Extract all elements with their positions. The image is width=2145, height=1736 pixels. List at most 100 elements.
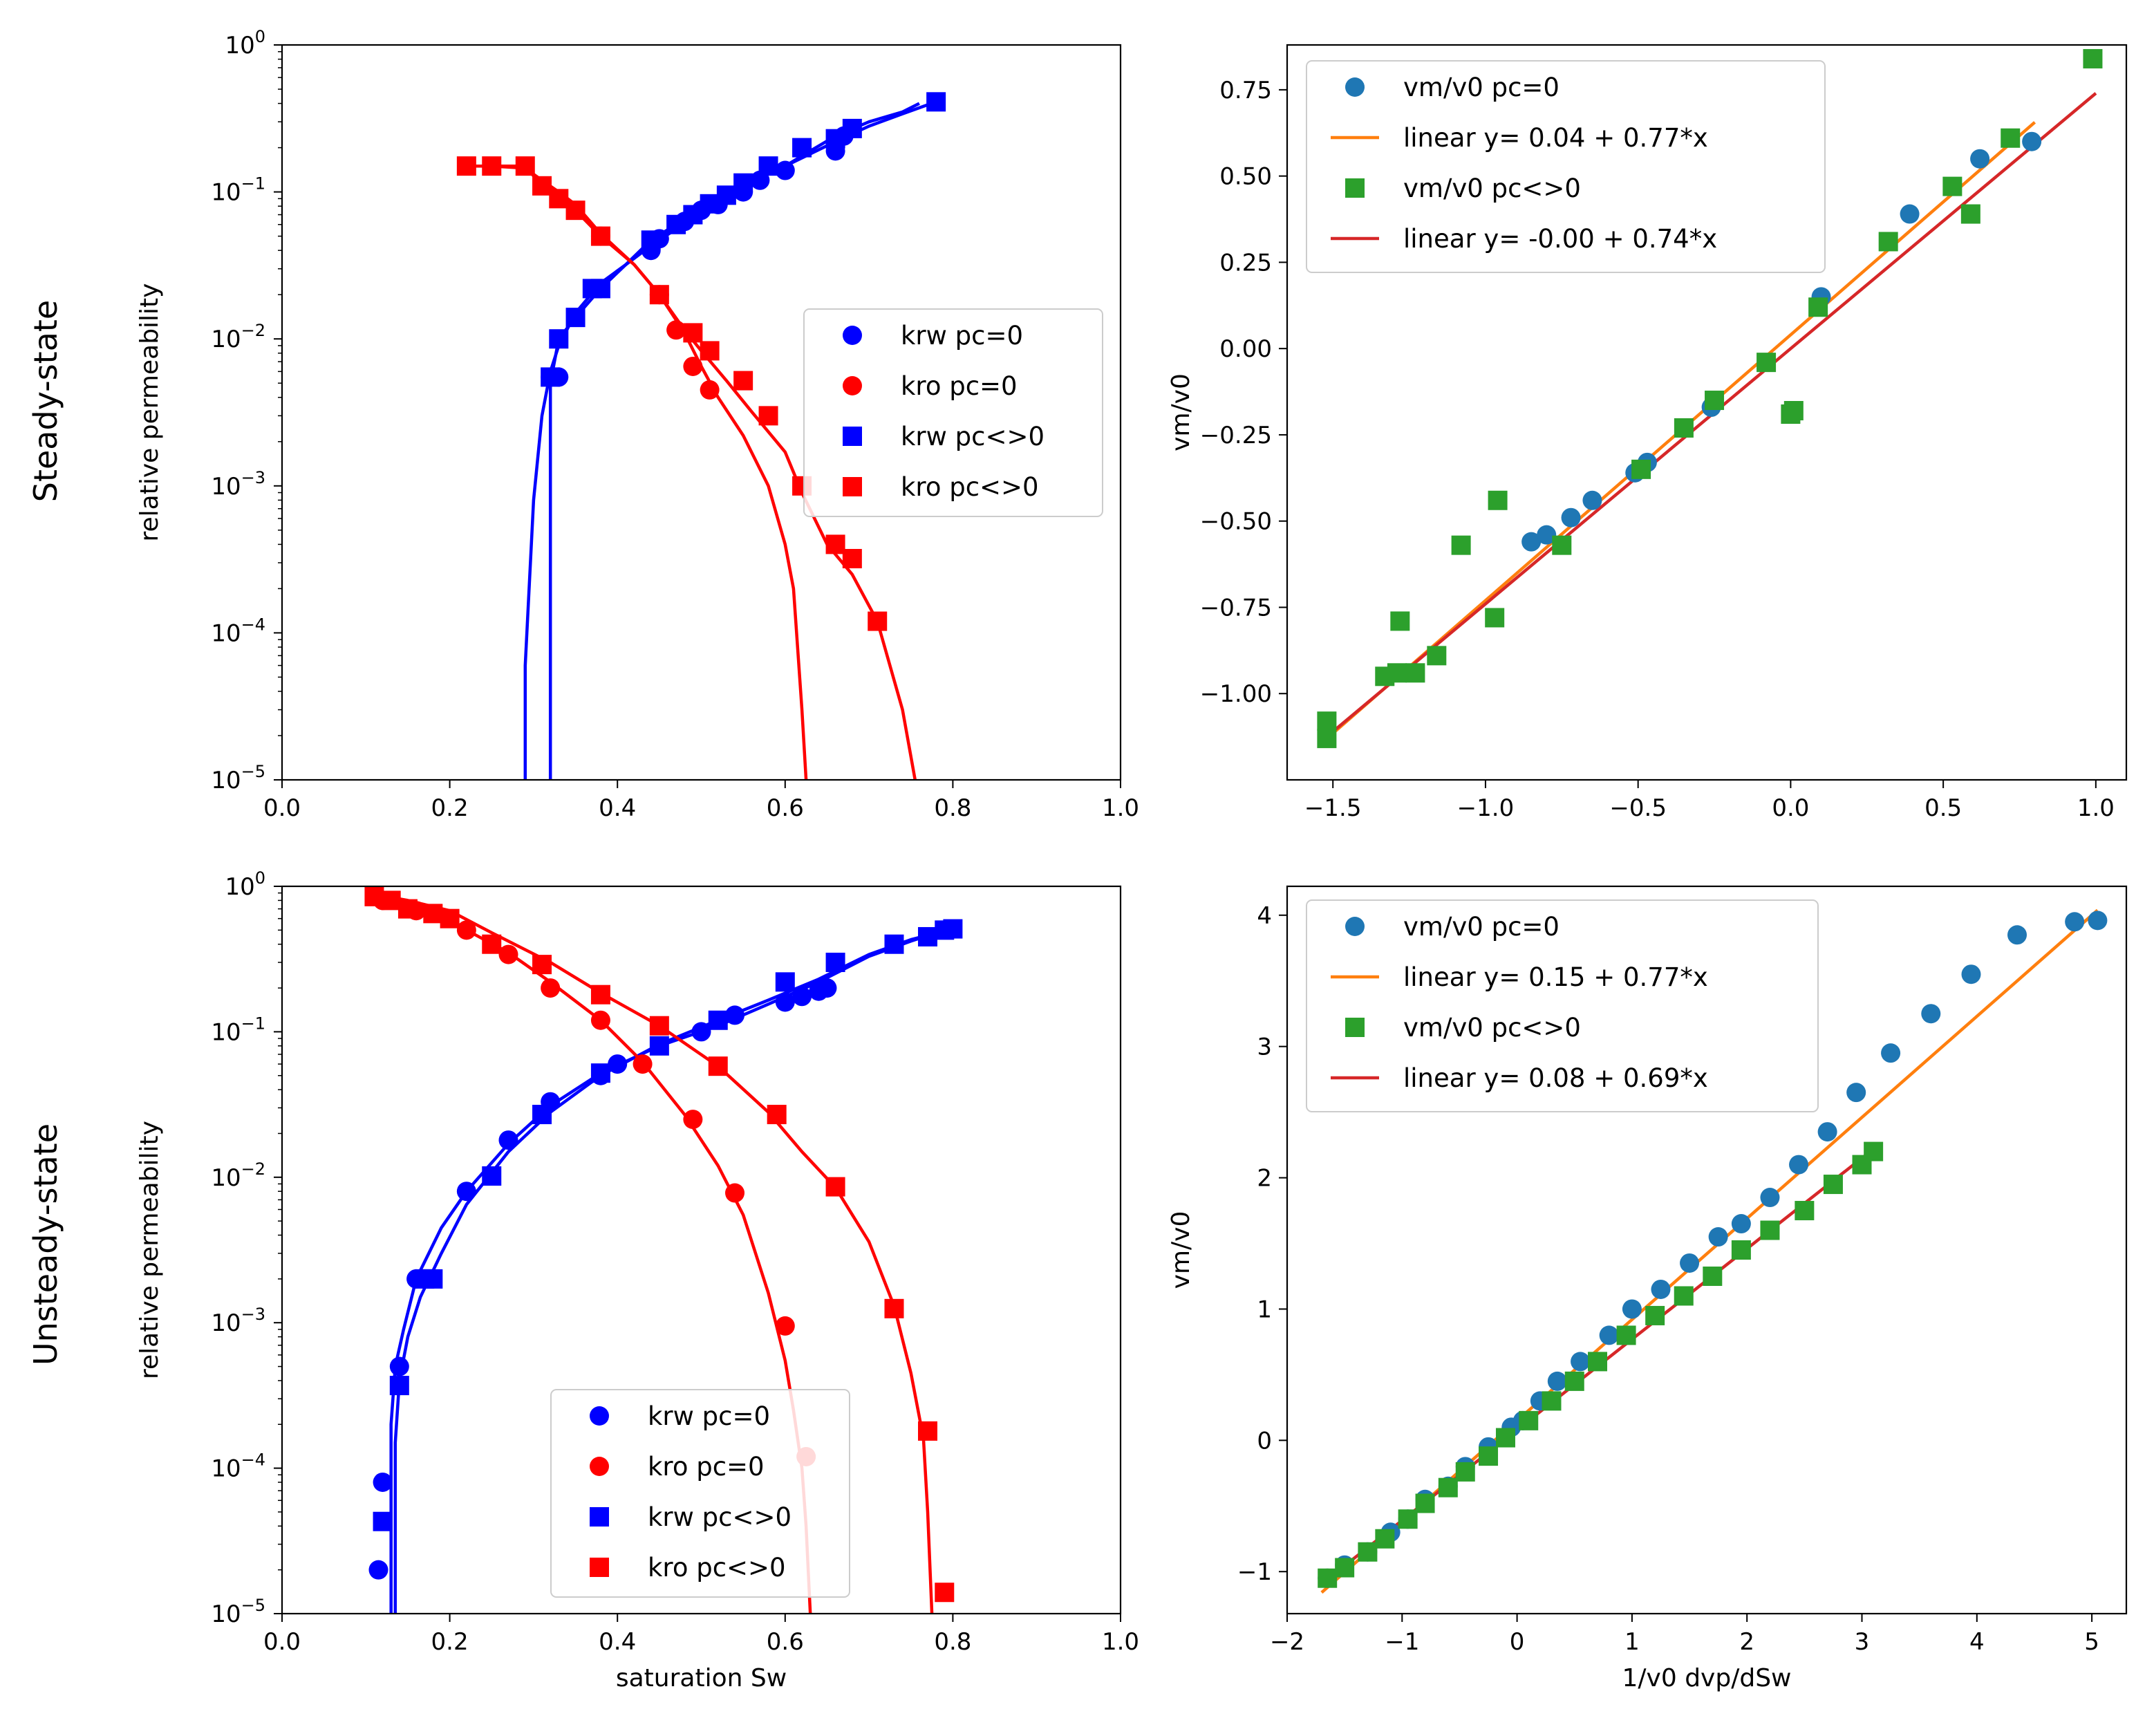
x-tick-label: 0.0: [1772, 794, 1809, 822]
square-marker: [1645, 1305, 1665, 1325]
square-marker: [1415, 1493, 1435, 1513]
x-tick-label: 0.4: [599, 794, 636, 822]
square-marker: [1823, 1175, 1843, 1195]
legend-box: [1306, 60, 1826, 273]
square-marker: [482, 934, 502, 954]
square-marker: [397, 899, 418, 919]
legend-entry-label: kro pc<>0: [648, 1553, 786, 1583]
square-marker: [1495, 1428, 1515, 1448]
square-marker: [708, 1010, 728, 1030]
y-tick-label: 10−3: [211, 468, 265, 501]
kr-steady-chart: 0.0 0.2 0.4 0.6 0.8 1.0 100 10−1 10−2 10−3 10−4 10−…: [135, 27, 1139, 822]
circle-marker: [2065, 912, 2085, 932]
square-marker: [767, 1105, 787, 1125]
legend-square-marker: [590, 1507, 609, 1527]
legend-entry-label: krw pc=0: [648, 1401, 770, 1431]
circle-marker: [2022, 131, 2042, 151]
square-marker: [1317, 711, 1337, 731]
square-marker: [565, 200, 586, 221]
square-marker: [1390, 611, 1410, 631]
square-marker: [825, 534, 845, 554]
square-marker: [649, 1036, 669, 1056]
circle-marker: [1900, 204, 1920, 224]
circle-marker: [1571, 1352, 1591, 1372]
circle-marker: [1961, 964, 1981, 984]
square-marker: [935, 1583, 955, 1603]
square-marker: [381, 890, 401, 911]
x-tick-label: 0.8: [934, 1628, 971, 1656]
square-marker: [825, 129, 845, 149]
legend-entry-label: vm/v0 pc=0: [1403, 912, 1559, 942]
axes-frame: [281, 44, 1122, 781]
y-tick-label: 10−2: [211, 321, 265, 353]
square-marker: [1451, 535, 1471, 555]
legend-entry-label: kro pc=0: [648, 1452, 765, 1482]
square-marker: [1488, 490, 1508, 510]
circle-marker: [775, 1316, 795, 1336]
legend-circle-marker: [1345, 917, 1365, 936]
legend-circle-marker: [590, 1406, 609, 1426]
circle-marker: [725, 1005, 745, 1025]
circle-marker: [1599, 1325, 1619, 1345]
legend-circle-marker: [843, 376, 862, 395]
square-marker: [884, 934, 904, 954]
x-tick-label: −1: [1385, 1628, 1419, 1656]
y-tick-label: −0.25: [1200, 422, 1272, 449]
y-axis-label: vm/v0: [1167, 1211, 1195, 1289]
legend-entry-label: linear y= 0.15 + 0.77*x: [1403, 962, 1708, 992]
legend-box: [1306, 899, 1819, 1112]
square-marker: [456, 156, 476, 176]
square-marker: [590, 1063, 610, 1083]
plot-area: [364, 886, 963, 1614]
square-marker: [1705, 391, 1725, 411]
square-marker: [825, 953, 845, 973]
square-marker: [1552, 535, 1572, 555]
legend-entry-label: linear y= 0.08 + 0.69*x: [1403, 1063, 1708, 1093]
square-marker: [1455, 1462, 1475, 1482]
circle-marker: [1970, 149, 1990, 169]
x-tick-label: 1.0: [2077, 794, 2115, 822]
y-tick-label: 10−4: [211, 615, 265, 647]
x-tick-label: 2: [1739, 1628, 1754, 1656]
square-marker: [532, 176, 552, 196]
circle-marker: [1622, 1299, 1642, 1319]
circle-marker: [1921, 1004, 1941, 1024]
square-marker: [2001, 128, 2021, 148]
legend-entry-label: linear y= 0.04 + 0.77*x: [1403, 123, 1708, 153]
x-tick-label: 1.0: [1102, 1628, 1139, 1656]
square-marker: [1335, 1558, 1355, 1578]
circle-marker: [2007, 925, 2027, 945]
y-tick-label: 10−2: [211, 1159, 265, 1192]
square-marker: [1588, 1352, 1608, 1372]
y-tick-label: 100: [225, 27, 265, 59]
legend-square-marker: [1345, 178, 1365, 198]
x-tick-label: 0.6: [767, 794, 804, 822]
square-marker: [1703, 1266, 1723, 1286]
square-marker: [649, 285, 669, 305]
circle-marker: [1582, 490, 1602, 510]
square-marker: [700, 341, 720, 361]
square-marker: [482, 156, 502, 176]
y-tick-label: 2: [1257, 1165, 1272, 1193]
circle-marker: [1561, 507, 1581, 528]
x-tick-label: 5: [2084, 1628, 2099, 1656]
circle-marker: [691, 1022, 711, 1042]
square-marker: [1760, 1220, 1780, 1240]
square-marker: [482, 1166, 502, 1186]
x-tick-label: 0: [1510, 1628, 1525, 1656]
square-marker: [1674, 418, 1694, 438]
square-marker: [590, 279, 610, 299]
y-tick-label: 10−5: [211, 1596, 265, 1628]
square-marker: [2083, 48, 2103, 68]
x-tick-label: 0.6: [767, 1628, 804, 1656]
circle-marker: [498, 944, 518, 964]
x-tick-label: −1.0: [1457, 794, 1515, 822]
circle-marker: [1521, 532, 1542, 552]
square-marker: [716, 185, 736, 205]
square-marker: [842, 549, 862, 569]
square-marker: [884, 1298, 904, 1318]
axes-frame: [281, 885, 1122, 1615]
x-axis-label: saturation Sw: [616, 1664, 787, 1692]
vm-steady-chart: −1.5 −1.0 −0.5 0.0 0.5 1.0 0.75 0.50 0.25 0.00 −0.…: [1167, 44, 2128, 822]
